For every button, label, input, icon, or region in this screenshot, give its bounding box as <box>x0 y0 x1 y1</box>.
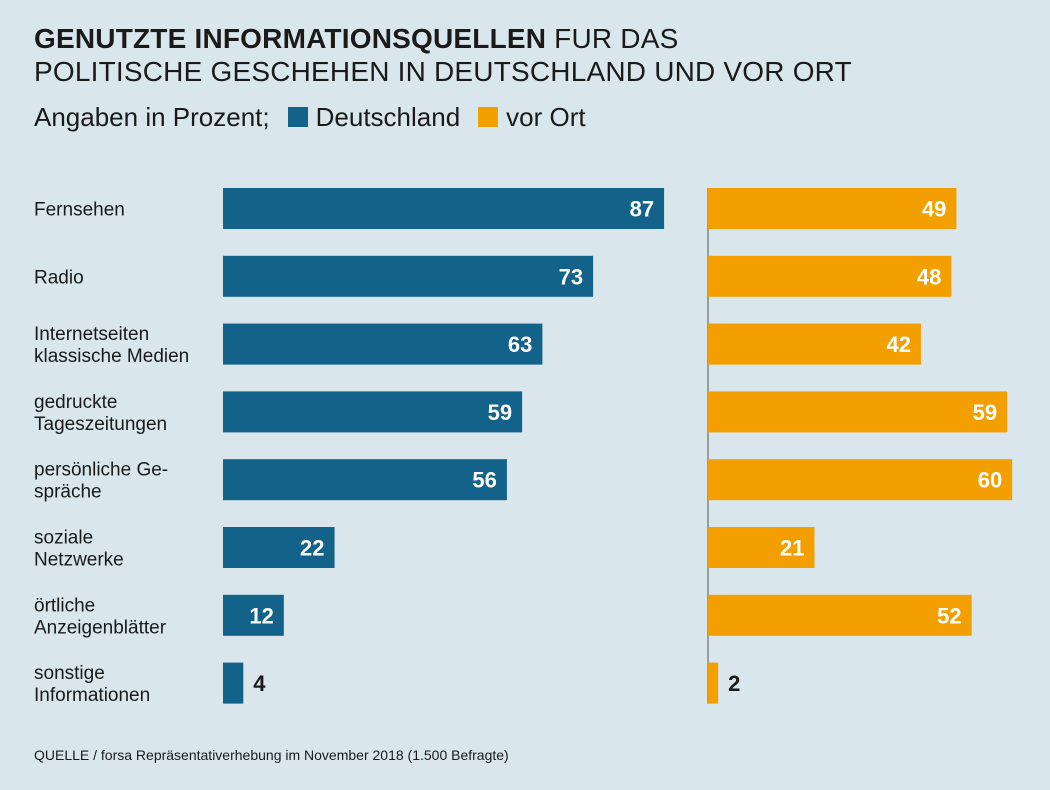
value-label-deutschland: 59 <box>488 400 512 425</box>
value-label-vor-ort: 60 <box>978 468 1002 493</box>
value-label-vor-ort: 48 <box>917 264 941 289</box>
value-label-deutschland: 73 <box>559 264 583 289</box>
bar-deutschland <box>223 662 244 704</box>
category-label: Fernsehen <box>34 200 125 221</box>
bar-vor-ort <box>708 255 952 297</box>
value-label-vor-ort: 2 <box>728 671 740 696</box>
source-note: QUELLE / forsa Repräsentativerhebung im … <box>34 747 509 763</box>
value-label-deutschland: 4 <box>253 671 266 696</box>
category-label: örtliche Anzeigenblätter <box>34 595 167 638</box>
legend-swatch-deutschland <box>287 107 308 127</box>
bar-deutschland <box>223 594 284 636</box>
value-label-vor-ort: 52 <box>937 603 961 628</box>
value-label-vor-ort: 21 <box>780 536 804 561</box>
value-label-deutschland: 22 <box>300 536 324 561</box>
bar-vor-ort <box>708 459 1013 501</box>
subtitle-text: Angaben in Prozent; <box>34 102 270 132</box>
value-label-vor-ort: 49 <box>922 197 946 222</box>
bar-deutschland <box>223 527 335 568</box>
category-label: sonstige Informationen <box>34 663 150 706</box>
bar-deutschland <box>223 255 594 297</box>
bar-vor-ort <box>708 594 972 636</box>
bar-vor-ort <box>708 188 957 229</box>
value-label-deutschland: 12 <box>249 603 273 628</box>
legend-vor-ort: vor Ort <box>478 100 586 134</box>
legend-swatch-vor-ort <box>478 107 499 127</box>
legend-label-deutschland: Deutschland <box>315 102 461 132</box>
category-label: soziale Netzwerke <box>34 528 124 571</box>
bar-vor-ort <box>708 662 719 704</box>
category-label: persönliche Ge-spräche <box>34 460 168 503</box>
bar-vor-ort <box>708 527 815 568</box>
bar-deutschland <box>223 188 665 229</box>
title-line2: POLITISCHE GESCHEHEN IN DEUTSCHLAND UND … <box>34 56 852 87</box>
legend-label-vor-ort: vor Ort <box>506 102 586 132</box>
category-label: Internetseiten klassische Medien <box>34 324 189 367</box>
bar-vor-ort <box>708 323 921 365</box>
bar-deutschland <box>223 391 523 433</box>
bar-deutschland <box>223 323 543 365</box>
category-label: gedruckte Tageszeitungen <box>34 392 167 435</box>
title-rest: FUR DAS <box>554 23 679 54</box>
bar-vor-ort <box>708 391 1008 433</box>
value-label-deutschland: 87 <box>630 197 654 222</box>
title-bold: GENUTZTE INFORMATIONSQUELLEN <box>34 23 547 54</box>
value-label-deutschland: 56 <box>472 468 496 493</box>
chart-title: GENUTZTE INFORMATIONSQUELLEN FUR DAS POL… <box>34 22 1024 88</box>
value-label-vor-ort: 42 <box>886 332 910 357</box>
value-label-deutschland: 63 <box>508 332 532 357</box>
legend-deutschland: Deutschland <box>287 100 461 134</box>
bar-deutschland <box>223 459 507 501</box>
category-label: Radio <box>34 267 84 288</box>
chart-subtitle: Angaben in Prozent; Deutschland vor Ort <box>34 100 586 134</box>
value-label-vor-ort: 59 <box>973 400 997 425</box>
